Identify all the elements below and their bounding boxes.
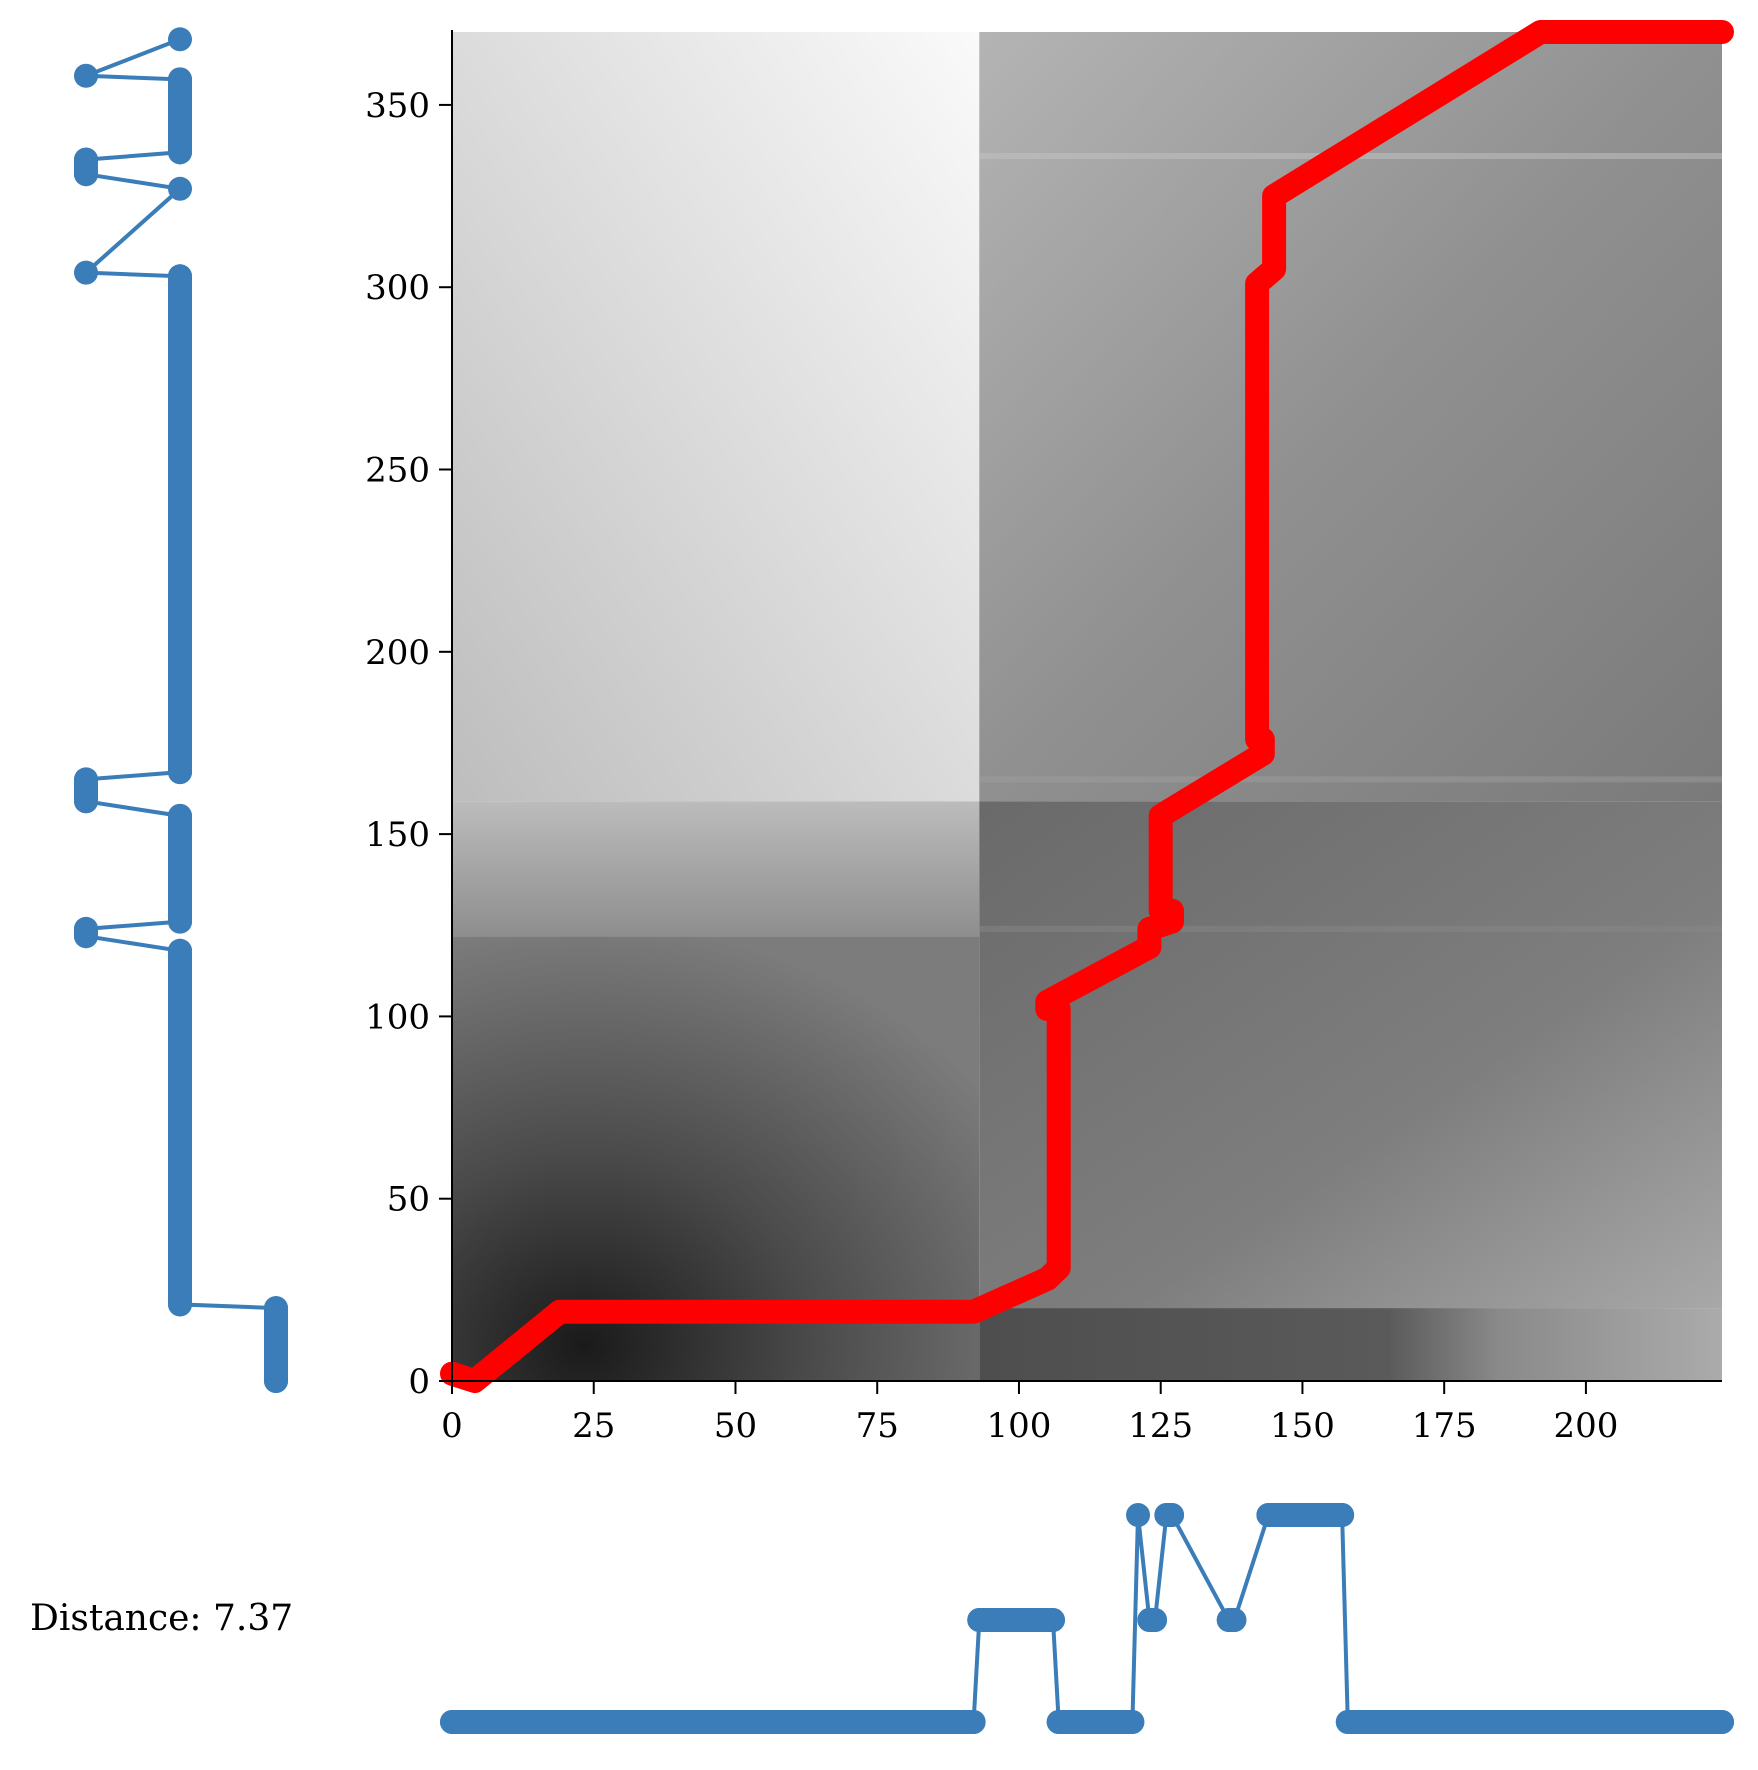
x-tick-label: 200 — [1553, 1406, 1618, 1446]
left-series-line — [80, 37, 278, 1381]
heatmap-region — [979, 1308, 1722, 1381]
heatmap-region — [452, 32, 980, 802]
left-series-point — [74, 260, 98, 285]
left-series-point — [74, 147, 98, 172]
x-tick-label: 0 — [441, 1406, 463, 1446]
bottom-series-point — [1040, 1608, 1065, 1632]
bottom-series-point — [1710, 1710, 1734, 1734]
left-series-point — [74, 789, 98, 814]
left-series-point — [168, 176, 192, 201]
left-series-point — [168, 803, 192, 828]
bottom-series-line — [452, 1513, 1722, 1724]
bottom-series-point — [967, 1608, 992, 1632]
left-series-plot — [74, 27, 288, 1393]
left-series-point — [264, 1296, 288, 1321]
bottom-series-point — [1120, 1710, 1145, 1734]
y-tick-label: 250 — [365, 451, 430, 491]
y-tick-label: 200 — [365, 633, 430, 673]
heatmap-region — [979, 801, 1722, 1309]
x-tick-label: 175 — [1412, 1406, 1477, 1446]
main-axes: 0 25 50 75 100 125 150 175 200 0 50 100 150 200 250 300… — [365, 30, 1722, 1446]
bottom-series-point — [1143, 1608, 1168, 1632]
x-tick-label: 75 — [856, 1406, 899, 1446]
left-series-point — [74, 63, 98, 88]
left-series-point — [168, 938, 192, 963]
y-tick-label: 350 — [365, 86, 430, 126]
left-series-point — [168, 27, 192, 52]
bottom-series-point — [1046, 1710, 1071, 1734]
x-tick-label: 125 — [1128, 1406, 1193, 1446]
bottom-series-point — [1330, 1503, 1355, 1527]
left-series-point — [264, 1369, 288, 1393]
bottom-series-point — [961, 1710, 986, 1734]
left-series-point — [168, 1292, 192, 1317]
x-tick-label: 100 — [987, 1406, 1052, 1446]
distance-label: Distance: 7.37 — [30, 1598, 293, 1639]
bottom-series-point — [440, 1710, 464, 1734]
y-tick-label: 0 — [408, 1362, 430, 1402]
bottom-series-point — [1160, 1503, 1185, 1527]
cost-matrix-heatmap — [452, 32, 1722, 1381]
heatmap-region — [452, 801, 980, 937]
bottom-series-point — [1262, 1503, 1287, 1527]
left-series-point — [168, 909, 192, 934]
bottom-series-point — [1222, 1608, 1247, 1632]
y-tick-label: 50 — [387, 1180, 430, 1220]
left-series-point — [168, 140, 192, 165]
bottom-series-point — [1335, 1710, 1360, 1734]
left-series-point — [168, 760, 192, 785]
x-tick-label: 25 — [572, 1406, 615, 1446]
left-series-point — [168, 264, 192, 289]
x-tick-label: 150 — [1270, 1406, 1335, 1446]
bottom-series-plot — [440, 1503, 1734, 1734]
left-series-point — [74, 916, 98, 941]
y-tick-label: 100 — [365, 997, 430, 1037]
bottom-series-point — [1126, 1503, 1151, 1527]
left-series-point — [168, 67, 192, 92]
warping-path — [440, 20, 1734, 1393]
y-tick-label: 150 — [365, 815, 430, 855]
x-tick-label: 50 — [714, 1406, 757, 1446]
y-tick-label: 300 — [365, 268, 430, 308]
left-series-point — [74, 767, 98, 792]
